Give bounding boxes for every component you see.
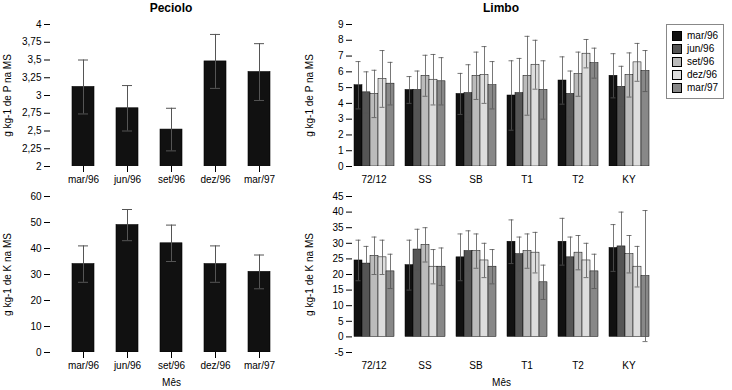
- svg-text:2,25: 2,25: [22, 143, 42, 154]
- svg-text:mar/96: mar/96: [68, 174, 100, 185]
- html-text:set/96: set/96: [687, 56, 715, 67]
- svg-text:25: 25: [332, 253, 344, 264]
- svg-text:SB: SB: [469, 174, 483, 185]
- svg-text:3,5: 3,5: [28, 54, 42, 65]
- svg-text:dez/96: dez/96: [200, 360, 230, 371]
- svg-text:set/96: set/96: [158, 174, 186, 185]
- html-text:jun/96: jun/96: [687, 43, 715, 54]
- svg-text:T2: T2: [572, 174, 584, 185]
- svg-text:0: 0: [36, 347, 42, 358]
- svg-text:5: 5: [338, 316, 344, 327]
- svg-text:g kg-1 de P na MS: g kg-1 de P na MS: [304, 54, 315, 137]
- svg-text:g kg-1 de K na MS: g kg-1 de K na MS: [304, 233, 315, 316]
- svg-text:SS: SS: [418, 174, 432, 185]
- svg-text:72/12: 72/12: [361, 360, 386, 371]
- svg-text:T1: T1: [521, 360, 533, 371]
- svg-text:60: 60: [30, 191, 42, 202]
- svg-text:6: 6: [338, 66, 344, 77]
- svg-text:10: 10: [30, 321, 42, 332]
- svg-text:50: 50: [30, 217, 42, 228]
- svg-text:0: 0: [338, 161, 344, 172]
- svg-text:4: 4: [338, 98, 344, 109]
- svg-text:T2: T2: [572, 360, 584, 371]
- svg-text:dez/96: dez/96: [200, 174, 230, 185]
- svg-text:T1: T1: [521, 174, 533, 185]
- svg-text:mar/97: mar/97: [244, 360, 276, 371]
- svg-text:Mês: Mês: [162, 377, 181, 388]
- svg-text:3: 3: [338, 113, 344, 124]
- svg-text:20: 20: [332, 269, 344, 280]
- svg-text:30: 30: [30, 269, 42, 280]
- svg-text:8: 8: [338, 34, 344, 45]
- svg-text:30: 30: [332, 238, 344, 249]
- svg-text:3,25: 3,25: [22, 72, 42, 83]
- html-text:Peciolo: Peciolo: [149, 1, 193, 15]
- svg-text:KY: KY: [622, 360, 636, 371]
- svg-text:KY: KY: [622, 174, 636, 185]
- html-text:dez/96: dez/96: [687, 69, 717, 80]
- svg-text:45: 45: [332, 191, 344, 202]
- svg-text:mar/97: mar/97: [244, 174, 276, 185]
- svg-text:10: 10: [332, 300, 344, 311]
- svg-text:2: 2: [338, 129, 344, 140]
- svg-text:g kg-1 de P na MS: g kg-1 de P na MS: [2, 54, 13, 137]
- html-text:mar/97: mar/97: [687, 82, 719, 93]
- svg-text:35: 35: [332, 222, 344, 233]
- svg-text:set/96: set/96: [158, 360, 186, 371]
- svg-text:15: 15: [332, 284, 344, 295]
- svg-text:40: 40: [332, 206, 344, 217]
- svg-text:-5: -5: [335, 347, 344, 358]
- svg-text:2: 2: [36, 161, 42, 172]
- svg-text:Mês: Mês: [492, 377, 511, 388]
- svg-text:7: 7: [338, 50, 344, 61]
- svg-text:40: 40: [30, 243, 42, 254]
- svg-text:1: 1: [338, 145, 344, 156]
- svg-text:g kg-1 de K na MS: g kg-1 de K na MS: [2, 233, 13, 316]
- svg-text:jun/96: jun/96: [113, 360, 142, 371]
- svg-text:3: 3: [36, 90, 42, 101]
- svg-text:72/12: 72/12: [361, 174, 386, 185]
- svg-text:jun/96: jun/96: [113, 174, 142, 185]
- html-text:Limbo: Limbo: [483, 1, 519, 15]
- svg-text:SS: SS: [418, 360, 432, 371]
- svg-text:3,75: 3,75: [22, 36, 42, 47]
- svg-text:20: 20: [30, 295, 42, 306]
- svg-text:0: 0: [338, 331, 344, 342]
- svg-text:2,5: 2,5: [28, 125, 42, 136]
- svg-text:SB: SB: [469, 360, 483, 371]
- svg-text:5: 5: [338, 82, 344, 93]
- svg-text:9: 9: [338, 19, 344, 30]
- svg-text:4: 4: [36, 19, 42, 30]
- svg-text:mar/96: mar/96: [68, 360, 100, 371]
- svg-text:2,75: 2,75: [22, 107, 42, 118]
- html-text:mar/96: mar/96: [687, 30, 719, 41]
